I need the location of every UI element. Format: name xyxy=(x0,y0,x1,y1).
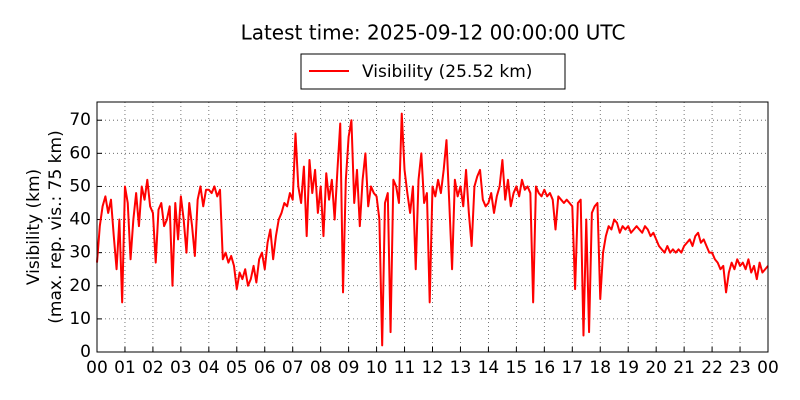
x-tick-label: 06 xyxy=(254,358,276,378)
x-tick-label: 09 xyxy=(338,358,360,378)
y-tick-label: 0 xyxy=(80,342,91,362)
x-tick-label: 10 xyxy=(366,358,388,378)
y-tick-label: 50 xyxy=(69,176,91,196)
x-tick-label: 19 xyxy=(617,358,639,378)
x-tick-label: 14 xyxy=(478,358,500,378)
legend-label: Visibility (25.52 km) xyxy=(362,62,532,82)
x-tick-label: 04 xyxy=(198,358,220,378)
x-tick-label: 17 xyxy=(561,358,583,378)
x-tick-label: 02 xyxy=(142,358,164,378)
y-tick-label: 60 xyxy=(69,143,91,163)
y-tick-label: 40 xyxy=(69,210,91,230)
x-tick-label: 07 xyxy=(282,358,304,378)
x-tick-label: 01 xyxy=(114,358,136,378)
plot-frame xyxy=(96,101,769,353)
chart-title: Latest time: 2025-09-12 00:00:00 UTC xyxy=(241,21,626,45)
x-tick-label: 12 xyxy=(422,358,444,378)
y-tick-label: 10 xyxy=(69,309,91,329)
x-tick-label: 23 xyxy=(729,358,751,378)
x-tick-label: 16 xyxy=(534,358,556,378)
y-axis-label-line: (max. rep. vis.: 75 km) xyxy=(46,130,66,323)
x-tick-label: 13 xyxy=(450,358,472,378)
x-tick-label: 18 xyxy=(589,358,611,378)
y-tick-label: 20 xyxy=(69,276,91,296)
x-tick-label: 22 xyxy=(701,358,723,378)
x-tick-label: 05 xyxy=(226,358,248,378)
y-tick-label: 30 xyxy=(69,243,91,263)
y-tick-label: 70 xyxy=(69,110,91,130)
x-tick-label: 20 xyxy=(645,358,667,378)
y-axis-label: Visibility (km) (max. rep. vis.: 75 km) xyxy=(24,130,66,323)
x-tick-label: 00 xyxy=(757,358,779,378)
data-line xyxy=(96,112,769,347)
x-tick-label: 00 xyxy=(86,358,108,378)
x-tick-label: 15 xyxy=(506,358,528,378)
x-tick-label: 21 xyxy=(673,358,695,378)
y-axis-label-line: Visibility (km) xyxy=(24,169,44,285)
x-tick-label: 03 xyxy=(170,358,192,378)
x-tick-label: 08 xyxy=(310,358,332,378)
x-tick-label: 11 xyxy=(394,358,416,378)
